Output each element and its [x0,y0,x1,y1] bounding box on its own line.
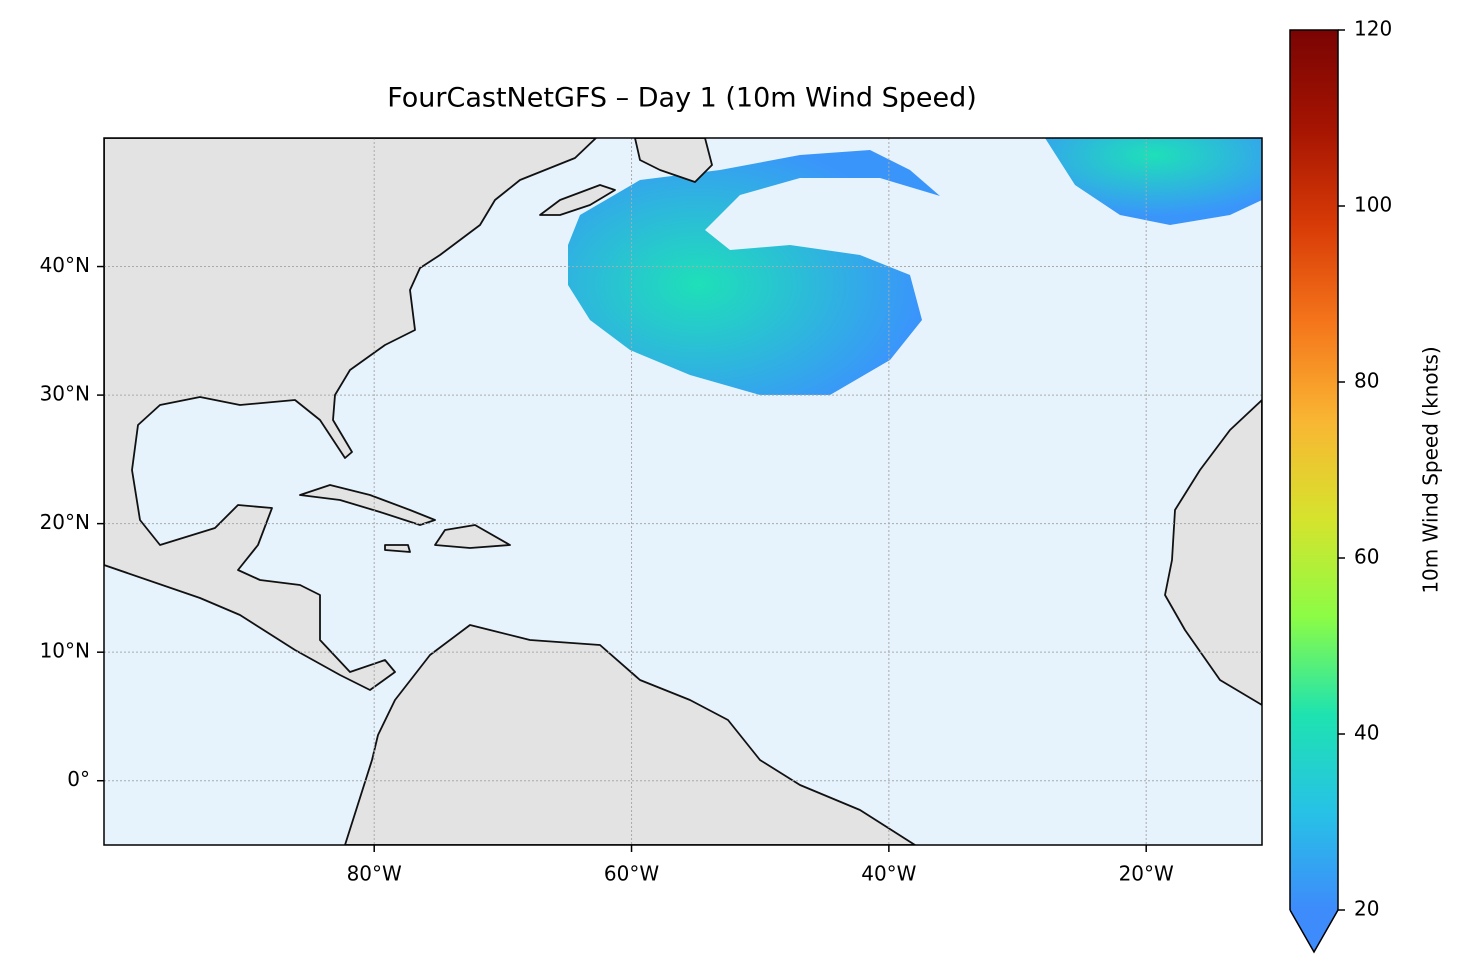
land [539,184,616,216]
land [384,544,411,553]
wind-field [1045,138,1262,225]
colorbar-extension [1289,909,1339,954]
wind-field [568,150,940,395]
y-tick-label: 20°N [40,510,90,534]
land [434,524,511,549]
title: FourCastNetGFS – Day 1 (10m Wind Speed) [387,83,977,114]
colorbar-frame [1289,29,1339,910]
land [1164,399,1262,706]
y-tick-label: 10°N [40,639,90,663]
land [634,138,713,183]
map-frame [103,137,1263,846]
colorbar-tick-label: 60 [1354,545,1379,569]
land [299,484,436,526]
x-tick-label: 80°W [347,862,402,886]
colorbar-tick-label: 120 [1354,17,1392,41]
y-tick-label: 30°N [40,382,90,406]
colorbar-label: 10m Wind Speed (knots) [1419,346,1443,593]
colorbar-tick-label: 20 [1354,897,1379,921]
x-tick-label: 20°W [1119,862,1174,886]
y-tick-label: 40°N [40,253,90,277]
x-tick-label: 40°W [861,862,916,886]
map [104,138,1262,845]
colorbar [1290,30,1338,910]
land [104,138,597,691]
colorbar-tick-label: 100 [1354,193,1392,217]
colorbar-tick-label: 80 [1354,369,1379,393]
colorbar-tick-label: 40 [1354,721,1379,745]
land [344,624,916,845]
x-tick-label: 60°W [604,862,659,886]
y-tick-label: 0° [67,767,90,791]
